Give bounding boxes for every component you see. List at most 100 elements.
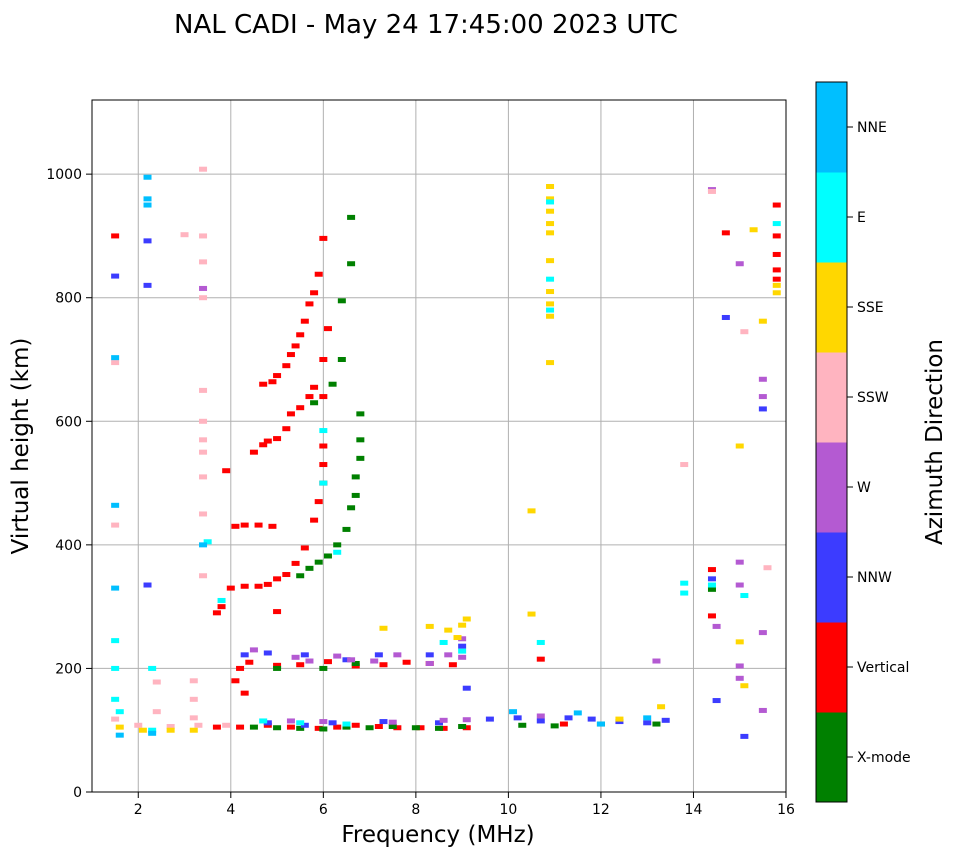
data-point-vertical <box>231 523 240 529</box>
data-point-ssw <box>152 679 161 685</box>
data-point-e <box>259 718 268 724</box>
data-point-vertical <box>707 567 716 573</box>
data-point-nne <box>199 542 208 548</box>
data-point-vertical <box>236 665 245 671</box>
data-point-nnw <box>240 652 249 658</box>
data-point-nne <box>643 715 652 721</box>
data-point-vertical <box>379 662 388 668</box>
colorbar-swatch <box>816 172 847 263</box>
data-point-x-mode <box>296 725 305 731</box>
data-point-x-mode <box>249 724 258 730</box>
data-point-e <box>680 590 689 596</box>
data-point-e <box>740 593 749 599</box>
data-point-nnw <box>342 657 351 663</box>
data-point-vertical <box>111 233 120 239</box>
colorbar-swatch <box>816 82 847 173</box>
data-point-vertical <box>249 449 258 455</box>
data-point-e <box>546 199 555 205</box>
data-point-ssw <box>189 678 198 684</box>
data-point-sse <box>444 627 453 633</box>
data-point-vertical <box>273 609 282 615</box>
data-point-vertical <box>351 722 360 728</box>
data-point-w <box>735 663 744 669</box>
data-point-nnw <box>425 652 434 658</box>
data-point-w <box>444 652 453 658</box>
y-tick-label: 1000 <box>46 167 82 183</box>
data-point-x-mode <box>411 725 420 731</box>
data-point-nne <box>111 355 120 361</box>
x-tick-label: 2 <box>134 802 143 818</box>
data-point-sse <box>546 301 555 307</box>
data-point-nne <box>143 196 152 202</box>
data-point-nne <box>143 174 152 180</box>
data-point-nnw <box>721 314 730 320</box>
data-point-vertical <box>231 678 240 684</box>
data-point-vertical <box>268 523 277 529</box>
data-point-e <box>439 639 448 645</box>
data-point-x-mode <box>337 357 346 362</box>
data-point-x-mode <box>310 400 319 406</box>
x-tick-label: 12 <box>592 802 610 818</box>
data-point-nnw <box>707 576 716 582</box>
data-point-w <box>462 717 471 723</box>
data-point-sse <box>138 727 147 733</box>
data-point-nnw <box>435 720 443 726</box>
data-point-x-mode <box>435 725 443 731</box>
data-point-sse <box>546 230 555 236</box>
data-point-e <box>546 276 555 282</box>
data-point-sse <box>527 508 536 514</box>
data-point-ssw <box>763 565 772 571</box>
data-point-e <box>319 480 328 486</box>
data-point-ssw <box>180 232 189 238</box>
data-point-ssw <box>199 387 208 393</box>
data-point-sse <box>189 727 198 733</box>
colorbar-swatch <box>816 712 847 803</box>
data-point-w <box>286 718 295 724</box>
colorbar-label: Azimuth Direction <box>922 339 948 545</box>
colorbar-swatch <box>816 622 847 713</box>
data-point-vertical <box>259 381 268 387</box>
data-point-e <box>546 307 555 313</box>
data-point-sse <box>546 184 555 189</box>
data-point-x-mode <box>707 586 716 592</box>
data-point-vertical <box>263 438 272 444</box>
data-point-x-mode <box>273 725 282 731</box>
data-point-vertical <box>263 581 272 587</box>
data-point-vertical <box>240 522 249 528</box>
data-point-e <box>458 648 467 654</box>
data-point-vertical <box>448 662 457 668</box>
chart-title: NAL CADI - May 24 17:45:00 2023 UTC <box>174 10 678 40</box>
data-point-w <box>458 636 467 642</box>
data-point-x-mode <box>347 505 356 511</box>
data-point-sse <box>735 639 744 645</box>
data-point-e <box>772 221 781 227</box>
data-point-ssw <box>199 449 208 455</box>
data-point-vertical <box>416 725 425 731</box>
data-point-w <box>333 653 342 659</box>
data-point-ssw <box>199 233 208 239</box>
data-point-sse <box>546 313 555 319</box>
data-point-vertical <box>319 235 328 241</box>
data-point-ssw <box>222 722 231 728</box>
data-point-w <box>249 647 258 653</box>
data-point-sse <box>546 208 555 214</box>
data-point-sse <box>546 258 555 264</box>
data-point-vertical <box>721 230 730 236</box>
x-tick-label: 6 <box>319 802 328 818</box>
colorbar-tick-label: SSE <box>857 300 884 316</box>
data-point-ssw <box>199 418 208 424</box>
data-point-sse <box>379 625 388 631</box>
colorbar-tick-label: X-mode <box>857 750 911 766</box>
data-point-x-mode <box>319 665 328 671</box>
data-point-vertical <box>273 373 282 379</box>
data-point-sse <box>735 443 744 449</box>
data-point-x-mode <box>356 455 365 461</box>
data-point-vertical <box>259 442 268 448</box>
data-point-nnw <box>328 720 337 726</box>
data-point-vertical <box>286 411 295 417</box>
data-point-sse <box>458 622 467 628</box>
data-point-ssw <box>152 709 161 715</box>
data-point-x-mode <box>333 542 342 548</box>
data-point-sse <box>527 611 536 617</box>
